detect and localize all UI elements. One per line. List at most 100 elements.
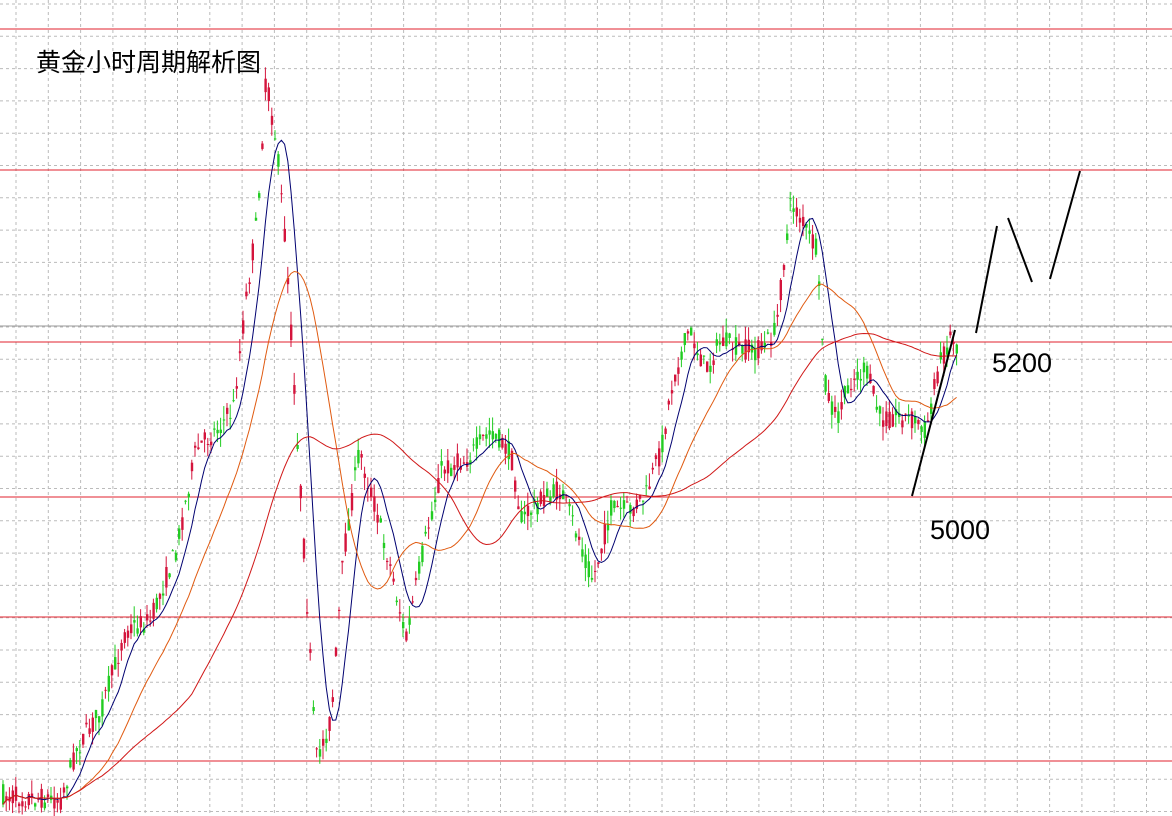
forecast-stroke <box>975 225 998 334</box>
candle-body <box>520 511 523 523</box>
candle-body <box>5 796 8 801</box>
candle-body <box>763 342 766 348</box>
candle-body <box>504 443 507 454</box>
candle-body <box>930 403 933 415</box>
candle-body <box>789 197 792 199</box>
candle-body <box>222 419 226 421</box>
candle-body <box>485 434 488 439</box>
candle-body <box>104 689 107 691</box>
candle-body <box>488 430 491 435</box>
candle-body <box>318 749 322 757</box>
candle-body <box>85 722 88 725</box>
candle-body <box>878 406 882 414</box>
candle-body <box>702 355 706 357</box>
candle-body <box>843 386 846 398</box>
candle-body <box>770 341 773 346</box>
candle-body <box>270 115 274 125</box>
candle-body <box>379 518 382 523</box>
candle-body <box>299 485 302 499</box>
candle-body <box>664 428 667 434</box>
candle-body <box>856 371 859 380</box>
candle-body <box>670 390 674 394</box>
candle-body <box>402 621 405 629</box>
candle-body <box>677 367 680 374</box>
candle-body <box>178 528 181 539</box>
candle-body <box>811 234 814 249</box>
candle-body <box>389 564 392 566</box>
candle-body <box>523 511 526 515</box>
candle-body <box>587 561 590 578</box>
candle-body <box>286 277 290 285</box>
candle-body <box>482 434 485 436</box>
candle-body <box>395 600 398 603</box>
candle-body <box>699 354 702 367</box>
candle-body <box>616 505 619 508</box>
candle-body <box>155 597 158 610</box>
candle-body <box>907 415 910 417</box>
candle-body <box>411 601 414 603</box>
forecast-stroke <box>1007 217 1033 283</box>
candle-body <box>341 560 344 563</box>
candle-body <box>808 230 811 234</box>
candle-body <box>235 386 238 389</box>
candle-body <box>424 531 427 534</box>
candle-body <box>594 570 597 572</box>
candle-body <box>226 407 229 414</box>
candle-body <box>574 533 578 538</box>
candle-body <box>622 500 626 509</box>
candle-body <box>581 549 584 557</box>
candle-body <box>302 538 306 559</box>
ma-long-line <box>2 332 957 805</box>
candle-body <box>187 493 190 498</box>
candle-body <box>290 324 293 341</box>
candle-body <box>658 448 661 467</box>
candle-body <box>667 400 670 405</box>
candle-body <box>904 413 907 415</box>
candle-body <box>261 143 264 149</box>
candle-body <box>75 748 78 752</box>
candle-body <box>872 385 875 394</box>
candle-body <box>456 453 459 468</box>
candle-body <box>334 647 338 656</box>
candle-body <box>597 562 600 564</box>
candle-body <box>942 346 946 364</box>
candle-body <box>706 361 709 372</box>
candle-body <box>162 593 165 596</box>
candle-body <box>453 465 456 470</box>
candle-body <box>267 87 270 102</box>
candle-body <box>283 228 286 242</box>
candle-body <box>309 649 312 653</box>
candle-body <box>325 738 328 743</box>
candle-body <box>645 485 648 487</box>
candle-body <box>434 499 437 503</box>
candle-body <box>306 612 309 614</box>
candle-body <box>56 800 59 803</box>
candle-body <box>430 511 434 520</box>
candle-body <box>757 340 760 359</box>
candle-body <box>949 331 952 336</box>
candle-body <box>661 434 664 453</box>
candle-body <box>782 265 786 270</box>
candle-body <box>792 208 795 212</box>
candle-body <box>786 233 789 241</box>
candle-body <box>427 527 430 529</box>
candle-body <box>168 573 171 578</box>
candle-body <box>469 460 472 465</box>
candle-body <box>578 536 581 540</box>
candle-body <box>421 545 424 563</box>
moving-averages <box>2 139 958 805</box>
candle-body <box>632 508 635 517</box>
candle-body <box>715 339 718 346</box>
candle-body <box>370 487 373 497</box>
candle-body <box>853 378 856 380</box>
candle-body <box>837 411 840 424</box>
candle-body <box>123 632 126 643</box>
candle-body <box>133 620 136 623</box>
annotation-5000: 5000 <box>930 515 990 545</box>
candle-body <box>747 339 750 353</box>
candle-body <box>590 577 594 580</box>
candle-body <box>712 360 715 365</box>
candle-body <box>862 362 866 373</box>
